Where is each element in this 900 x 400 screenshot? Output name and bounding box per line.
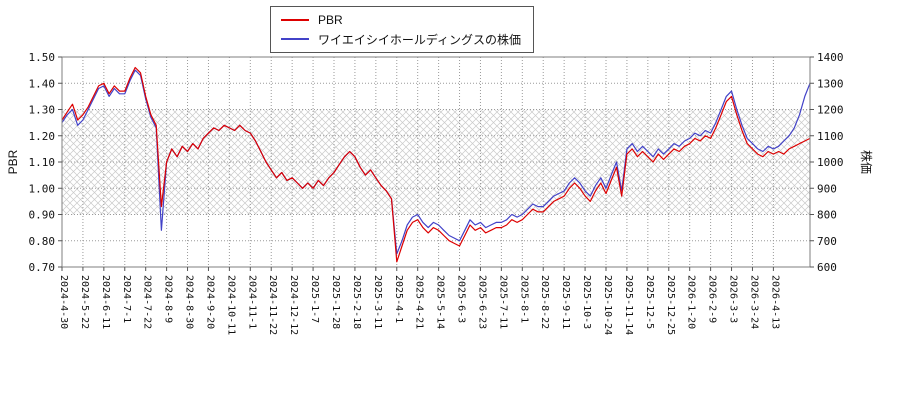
left-axis-tick-label: 1.40 [29,77,56,90]
axis-tick-labels: 0.70 0.80 0.90 1.00 1.10 1.20 1.30 1.40 1.50 600 7… [29,51,844,335]
x-axis-tick-label: 2026-3-3 [728,275,739,323]
left-axis-tick-label: 0.80 [29,235,56,248]
x-axis-tick-label: 2024-12-12 [288,275,299,335]
x-axis-tick-label: 2025-8-22 [539,275,550,329]
x-axis-tick-label: 2024-8-9 [163,275,174,323]
left-axis-tick-label: 0.70 [29,261,56,274]
legend-label-stock-price: ワイエイシイホールディングスの株価 [318,32,522,47]
x-axis-tick-label: 2024-9-20 [204,275,215,329]
x-axis-tick-label: 2024-10-11 [225,275,236,335]
left-axis-tick-label: 1.50 [29,51,56,64]
x-axis-tick-label: 2025-6-23 [476,275,487,329]
x-axis-tick-label: 2025-10-24 [602,275,613,335]
right-axis-tick-label: 900 [817,182,837,195]
x-axis-tick-label: 2025-1-28 [330,275,341,329]
legend: PBR ワイエイシイホールディングスの株価 [270,6,535,53]
x-axis-tick-label: 2025-10-3 [581,275,592,329]
x-axis-tick-label: 2026-3-24 [748,275,759,329]
right-axis-tick-label: 1200 [817,104,844,117]
x-axis-tick-label: 2025-4-21 [414,275,425,329]
left-axis-tick-label: 1.20 [29,130,56,143]
legend-label-pbr: PBR [318,13,343,27]
left-axis-tick-label: 1.30 [29,104,56,117]
pbr-line [61,66,811,263]
gridlines [62,57,810,267]
x-axis-tick-label: 2024-8-30 [184,275,195,329]
right-axis-tick-label: 800 [817,209,837,222]
x-axis-tick-label: 2025-3-11 [372,275,383,329]
x-axis-tick-label: 2024-11-22 [267,275,278,335]
right-axis-tick-label: 1400 [817,51,844,64]
x-axis-tick-label: 2025-11-14 [623,275,634,335]
x-axis-tick-label: 2026-1-20 [686,275,697,329]
x-axis-tick-label: 2026-4-13 [769,275,780,329]
x-axis-tick-label: 2025-5-14 [435,275,446,329]
x-axis-tick-label: 2024-7-1 [121,275,132,323]
pbr-line-swatch [281,19,309,21]
x-axis-tick-label: 2026-2-9 [707,275,718,323]
x-axis-tick-label: 2024-5-22 [79,275,90,329]
x-axis-tick-label: 2024-11-1 [246,275,257,329]
legend-item-stock-price: ワイエイシイホールディングスの株価 [281,31,521,47]
left-axis-tick-label: 0.90 [29,209,56,222]
hatched-band [62,109,810,215]
right-axis-title: 株価 [859,150,874,174]
left-axis-tick-label: 1.10 [29,156,56,169]
x-axis-tick-label: 2025-2-18 [351,275,362,329]
x-axis-tick-label: 2024-6-11 [100,275,111,329]
left-axis-tick-label: 1.00 [29,182,56,195]
tick-marks [58,56,814,271]
x-axis-tick-label: 2024-4-30 [58,275,69,329]
x-axis-tick-label: 2025-7-11 [497,275,508,329]
right-axis-tick-label: 1100 [817,130,844,143]
x-axis-tick-label: 2025-9-11 [560,275,571,329]
right-axis-tick-label: 700 [817,235,837,248]
x-axis-tick-label: 2025-1-7 [309,275,320,323]
right-axis-tick-label: 600 [817,261,837,274]
right-axis-tick-label: 1300 [817,77,844,90]
x-axis-tick-label: 2025-8-1 [518,275,529,323]
x-axis-tick-label: 2025-12-5 [644,275,655,329]
legend-item-pbr: PBR [281,12,521,28]
right-axis-tick-label: 1000 [817,156,844,169]
x-axis-tick-label: 2025-12-25 [665,275,676,335]
x-axis-tick-label: 2025-4-1 [393,275,404,323]
stock-price-line-swatch [281,38,309,40]
left-axis-title: PBR [6,149,20,174]
x-axis-tick-label: 2025-6-3 [456,275,467,323]
x-axis-tick-label: 2024-7-22 [142,275,153,329]
